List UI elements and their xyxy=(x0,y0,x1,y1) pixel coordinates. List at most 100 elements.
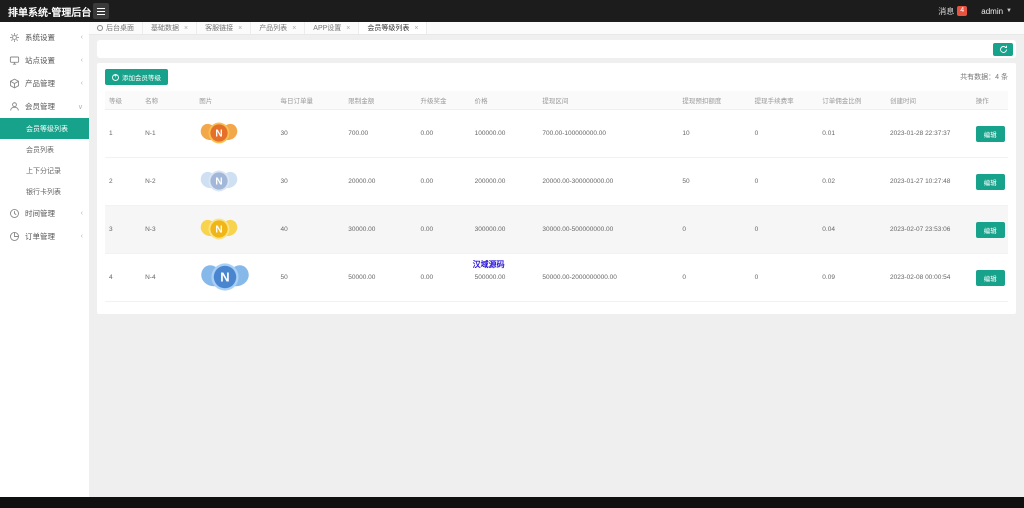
filter-bar xyxy=(97,40,1016,58)
cell-withdraw_deduct: 50 xyxy=(678,157,751,206)
cell-value: 2023-01-27 10:27:48 xyxy=(890,178,951,185)
cell-value: 40 xyxy=(280,226,288,233)
cell-upgrade_bonus: 0.00 xyxy=(416,157,471,206)
messages-menu[interactable]: 消息 4 xyxy=(938,6,968,17)
cell-withdraw_range: 50000.00-2000000000.00 xyxy=(538,253,679,302)
cell-withdraw_fee_rate: 0 xyxy=(750,205,819,254)
sidebar-item-gear[interactable]: 系统设置 ‹ xyxy=(0,26,89,49)
sidebar-item-label: 会员管理 xyxy=(25,102,55,111)
plus-icon: + xyxy=(112,73,119,81)
cell-name: N-3 xyxy=(141,205,196,254)
svg-text:N: N xyxy=(216,128,223,139)
sidebar-item-site[interactable]: 站点设置 ‹ xyxy=(0,49,89,72)
cell-action: 编辑 xyxy=(971,109,1008,158)
gear-icon xyxy=(10,33,19,42)
column-header: 创建时间 xyxy=(886,91,972,110)
sidebar-item-user[interactable]: 会员管理 ∨ xyxy=(0,95,89,118)
close-icon[interactable]: × xyxy=(346,24,351,32)
sidebar-subitem[interactable]: 会员等级列表 xyxy=(0,118,89,139)
column-header: 等级 xyxy=(105,91,142,110)
cell-level: 4 xyxy=(105,253,142,302)
cell-value: N-4 xyxy=(145,274,156,281)
table-row: 3 N-3 N 40 30000.00 0.00 300000.00 30000.00-500… xyxy=(105,205,1008,254)
cell-action: 编辑 xyxy=(971,253,1008,302)
site-icon xyxy=(9,56,20,65)
total-count-text: 共有数据：4 条 xyxy=(960,74,1008,81)
cell-value: 50000.00-2000000000.00 xyxy=(542,274,617,281)
cell-value: 0 xyxy=(754,130,759,137)
cell-value: N-2 xyxy=(145,178,156,185)
user-menu[interactable]: admin ▼ xyxy=(981,7,1012,16)
cell-price: 100000.00 xyxy=(470,109,539,158)
cell-withdraw_range: 30000.00-500000000.00 xyxy=(538,205,679,254)
cell-commission_ratio: 0.02 xyxy=(818,157,887,206)
edit-button[interactable]: 编辑 xyxy=(975,125,1005,142)
sidebar-subitem[interactable]: 银行卡列表 xyxy=(0,181,89,202)
tab-4[interactable]: APP设置 × xyxy=(305,22,360,34)
cell-value: 2023-01-28 22:37:37 xyxy=(890,130,951,137)
clock-icon xyxy=(10,209,19,218)
close-icon[interactable]: × xyxy=(414,24,419,32)
chevron-left-icon: ‹ xyxy=(80,80,83,87)
tab-1[interactable]: 基础数据 × xyxy=(143,22,198,34)
cell-value: 30000.00-500000000.00 xyxy=(542,226,614,233)
cell-value: 0 xyxy=(754,274,759,281)
sidebar-subitem-label: 会员列表 xyxy=(26,146,54,154)
cell-value: N-3 xyxy=(145,226,156,233)
column-header: 提现预扣额度 xyxy=(678,91,751,110)
sidebar-item-product[interactable]: 产品管理 ‹ xyxy=(0,72,89,95)
cell-value: 700.00 xyxy=(348,130,369,137)
tab-0[interactable]: 后台桌面 xyxy=(89,22,143,34)
cell-level: 1 xyxy=(105,109,142,158)
sidebar-item-label: 时间管理 xyxy=(25,209,55,218)
cell-value: 2 xyxy=(109,178,113,185)
column-header: 订单佣金比例 xyxy=(818,91,887,110)
member-level-panel: + 添加会员等级 共有数据：4 条 等级 名称 图片 每日订单量 限制金额 升级奖金 价格提… xyxy=(97,63,1016,314)
edit-button[interactable]: 编辑 xyxy=(975,221,1005,238)
sidebar-item-order[interactable]: 订单管理 ‹ xyxy=(0,225,89,248)
add-member-level-button[interactable]: + 添加会员等级 xyxy=(105,69,168,85)
cell-withdraw_fee_rate: 0 xyxy=(750,157,819,206)
cell-value: 0.00 xyxy=(420,130,434,137)
app-title: 排单系统-管理后台 xyxy=(8,7,92,19)
svg-text:N: N xyxy=(216,224,223,235)
cell-withdraw_deduct: 0 xyxy=(678,205,751,254)
sidebar-subitem[interactable]: 会员列表 xyxy=(0,139,89,160)
edit-button[interactable]: 编辑 xyxy=(975,173,1005,190)
close-icon[interactable]: × xyxy=(184,24,189,32)
cell-price: 300000.00 xyxy=(470,205,539,254)
cell-price: 200000.00 xyxy=(470,157,539,206)
sidebar-subitem[interactable]: 上下分记录 xyxy=(0,160,89,181)
messages-count-badge: 4 xyxy=(957,6,968,16)
cell-value: 0.02 xyxy=(822,178,835,185)
chevron-left-icon: ‹ xyxy=(80,57,83,64)
cell-value: 1 xyxy=(109,130,113,137)
tab-bar: 后台桌面 基础数据 × 客服链接 × 产品列表 × APP设置 × 会员等级列表 × xyxy=(89,22,1024,35)
tab-2[interactable]: 客服链接 × xyxy=(197,22,252,34)
tab-3[interactable]: 产品列表 × xyxy=(251,22,306,34)
column-header: 名称 xyxy=(141,91,196,110)
footer-bar xyxy=(0,497,1024,508)
hamburger-menu-icon[interactable] xyxy=(93,3,109,19)
cell-daily_orders: 50 xyxy=(276,253,345,302)
edit-button[interactable]: 编辑 xyxy=(975,269,1005,286)
sidebar-subitem-label: 银行卡列表 xyxy=(26,188,61,196)
cell-daily_orders: 30 xyxy=(276,109,345,158)
refresh-icon xyxy=(999,45,1007,53)
table-row: 2 N-2 N 30 20000.00 0.00 200000.00 20000.00-300… xyxy=(105,157,1008,206)
cell-value: 0.04 xyxy=(822,226,835,233)
cell-upgrade_bonus: 0.00 xyxy=(416,109,471,158)
cell-value: 100000.00 xyxy=(474,130,506,137)
close-icon[interactable]: × xyxy=(238,24,243,32)
close-icon[interactable]: × xyxy=(292,24,297,32)
level-badge-image: N xyxy=(201,262,250,291)
cell-action: 编辑 xyxy=(971,157,1008,206)
cell-withdraw_range: 20000.00-300000000.00 xyxy=(538,157,679,206)
tab-active[interactable]: 会员等级列表 × xyxy=(359,22,428,34)
sidebar-item-clock[interactable]: 时间管理 ‹ xyxy=(0,202,89,225)
table-row: 4 N-4 N 50 50000.00 0.00 汉域源码 500000.00 50000.00… xyxy=(105,253,1008,302)
refresh-button[interactable] xyxy=(993,42,1013,56)
cell-withdraw_fee_rate: 0 xyxy=(750,109,819,158)
cell-value: 3 xyxy=(109,226,113,233)
cell-value: 0 xyxy=(682,226,686,233)
